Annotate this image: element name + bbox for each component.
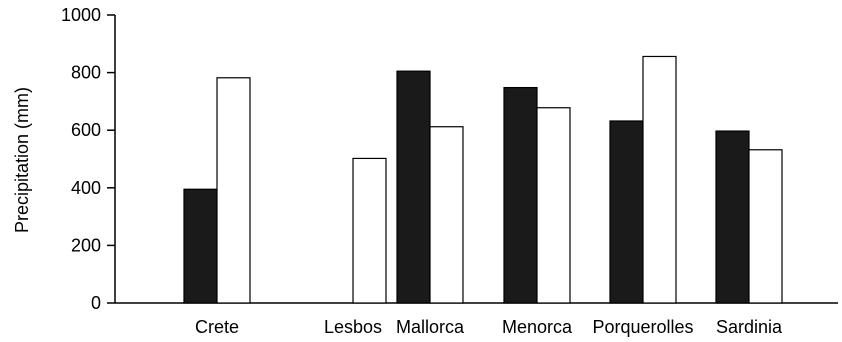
bar-porquerolles-series-1 bbox=[609, 120, 644, 304]
y-tick-label: 800 bbox=[71, 63, 101, 83]
y-axis: 0 200 400 600 800 1000 bbox=[61, 5, 116, 313]
y-tick-label: 1000 bbox=[61, 5, 101, 25]
y-tick-label: 200 bbox=[71, 235, 101, 255]
bar-sardinia-series-2 bbox=[748, 149, 783, 304]
bar-crete-series-1 bbox=[183, 188, 218, 304]
bar-mallorca-series-2 bbox=[429, 126, 464, 304]
bar-menorca-series-2 bbox=[536, 107, 571, 304]
x-tick-label: Lesbos bbox=[324, 317, 382, 337]
x-tick-label: Crete bbox=[195, 317, 239, 337]
bar-lesbos-series-2 bbox=[352, 157, 387, 304]
bar-sardinia-series-1 bbox=[715, 130, 750, 304]
y-tick-label: 0 bbox=[91, 293, 101, 313]
y-axis-title: Precipitation (mm) bbox=[12, 87, 32, 233]
y-tick-label: 600 bbox=[71, 120, 101, 140]
bar-menorca-series-1 bbox=[503, 86, 538, 304]
x-tick-label: Porquerolles bbox=[592, 317, 693, 337]
y-tick-label: 400 bbox=[71, 178, 101, 198]
x-axis: Crete Lesbos Mallorca Menorca Porquerolles Sa… bbox=[115, 302, 838, 337]
x-tick-label: Sardinia bbox=[716, 317, 783, 337]
bar-crete-series-2 bbox=[216, 77, 251, 304]
x-tick-label: Menorca bbox=[502, 317, 573, 337]
bars bbox=[183, 55, 783, 304]
x-tick-label: Mallorca bbox=[396, 317, 465, 337]
bar-mallorca-series-1 bbox=[396, 70, 431, 304]
bar-porquerolles-series-2 bbox=[642, 55, 677, 304]
